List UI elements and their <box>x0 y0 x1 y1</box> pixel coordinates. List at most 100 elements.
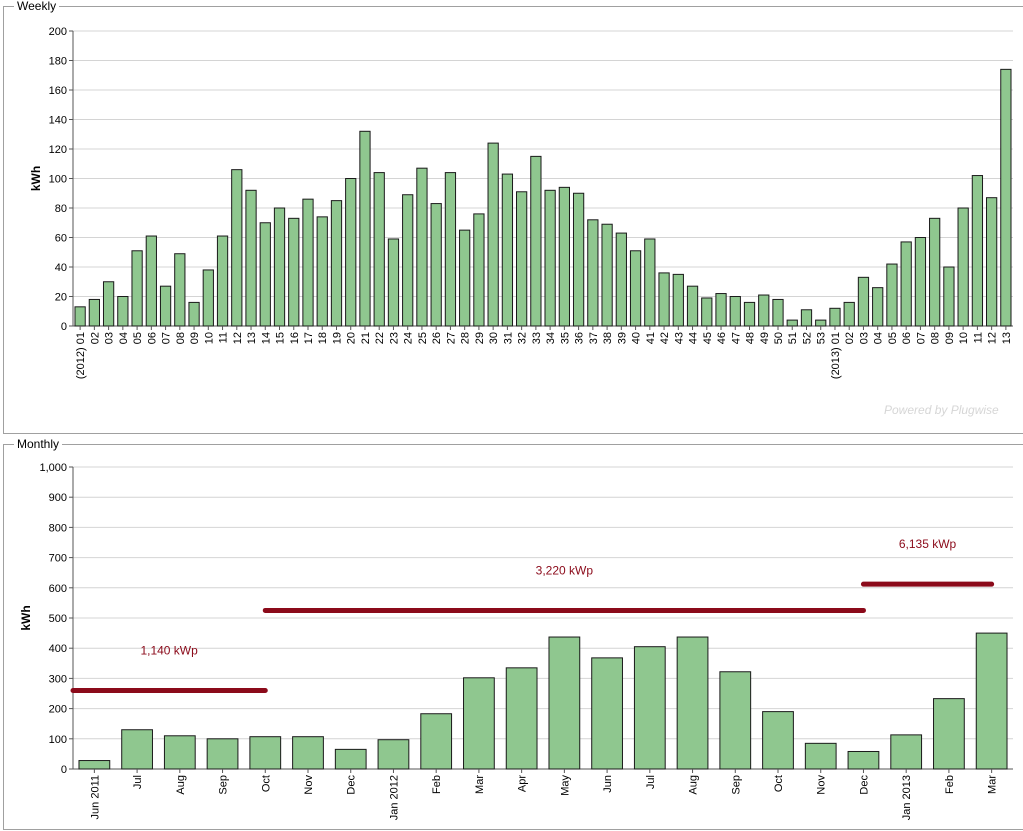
weekly-y-tick-label: 180 <box>49 56 67 68</box>
weekly-x-tick-label: 07 <box>161 332 173 344</box>
monthly-bar <box>420 713 453 770</box>
monthly-bar <box>463 677 495 770</box>
weekly-x-tick-label: 27 <box>445 332 457 344</box>
weekly-x-tick-label: 41 <box>645 332 657 344</box>
weekly-x-tick-label: 40 <box>631 332 643 344</box>
weekly-x-tick-label: 21 <box>360 332 372 344</box>
weekly-x-tick-label: 09 <box>189 332 201 344</box>
weekly-x-tick-label: 32 <box>517 332 529 344</box>
monthly-capacity-label: 6,135 kWp <box>899 537 957 551</box>
weekly-x-tick-label: 13 <box>246 332 258 344</box>
monthly-bar <box>847 750 880 770</box>
weekly-x-tick-label: 31 <box>502 332 514 344</box>
weekly-x-tick-label: 03 <box>858 332 870 344</box>
weekly-x-tick-label: 35 <box>559 332 571 344</box>
monthly-x-tick-label: Feb <box>944 775 956 794</box>
weekly-y-tick-label: 120 <box>49 144 67 156</box>
weekly-y-tick-label: 140 <box>49 115 67 127</box>
monthly-x-tick-label: Jun <box>602 775 614 793</box>
weekly-x-tick-label: 08 <box>930 332 942 344</box>
weekly-x-tick-label: 23 <box>388 332 400 344</box>
monthly-bar <box>890 734 923 770</box>
weekly-x-tick-label: 33 <box>531 332 543 344</box>
weekly-x-tick-label: 29 <box>474 332 486 344</box>
monthly-x-tick-label: Aug <box>688 775 700 795</box>
monthly-bar <box>762 711 794 770</box>
monthly-panel: Monthly <box>3 437 1023 830</box>
weekly-x-tick-label: 43 <box>673 332 685 344</box>
monthly-bar <box>633 646 666 770</box>
monthly-x-tick-label: Oct <box>260 775 272 792</box>
monthly-y-tick-label: 100 <box>49 734 67 746</box>
monthly-y-tick-label: 900 <box>49 492 67 504</box>
weekly-x-tick-label: 48 <box>745 332 757 344</box>
weekly-x-tick-label: 34 <box>545 332 557 344</box>
weekly-x-tick-label: 45 <box>702 332 714 344</box>
monthly-x-tick-label: Jun 2011 <box>89 775 101 819</box>
weekly-x-tick-label: 12 <box>987 332 999 344</box>
weekly-x-tick-label: 46 <box>716 332 728 344</box>
weekly-x-tick-label: 24 <box>403 332 415 344</box>
monthly-x-tick-label: Nov <box>303 775 315 795</box>
weekly-x-tick-label: 14 <box>260 332 272 344</box>
weekly-x-tick-label: (2013) 01 <box>830 332 842 379</box>
monthly-x-tick-label: Dec <box>858 775 870 795</box>
weekly-x-tick-label: 38 <box>602 332 614 344</box>
monthly-bar <box>933 698 965 770</box>
weekly-y-tick-label: 80 <box>55 203 67 215</box>
weekly-x-tick-label: (2012) 01 <box>75 332 87 379</box>
weekly-x-tick-label: 11 <box>972 332 984 343</box>
monthly-x-tick-label: Nov <box>816 775 828 795</box>
weekly-y-tick-label: 160 <box>49 85 67 97</box>
weekly-x-tick-label: 26 <box>431 332 443 344</box>
weekly-panel-title: Weekly <box>14 0 60 13</box>
monthly-bar <box>377 739 410 770</box>
weekly-x-tick-label: 06 <box>901 332 913 344</box>
weekly-x-tick-label: 19 <box>331 332 343 344</box>
monthly-x-tick-label: Feb <box>431 775 443 794</box>
monthly-panel-title: Monthly <box>14 437 63 451</box>
weekly-x-tick-label: 49 <box>759 332 771 344</box>
weekly-y-tick-label: 0 <box>61 321 67 333</box>
weekly-x-tick-label: 04 <box>873 332 885 344</box>
weekly-x-tick-label: 09 <box>944 332 956 344</box>
weekly-panel: Weekly <box>3 0 1023 434</box>
weekly-y-tick-label: 20 <box>55 292 67 304</box>
weekly-x-tick-label: 13 <box>1001 332 1013 344</box>
weekly-x-tick-label: 03 <box>104 332 116 344</box>
monthly-y-tick-label: 300 <box>49 673 67 685</box>
monthly-y-tick-label: 400 <box>49 643 67 655</box>
weekly-x-tick-label: 02 <box>89 332 101 344</box>
monthly-y-tick-label: 0 <box>61 764 67 776</box>
monthly-x-tick-label: Sep <box>730 775 742 795</box>
weekly-x-tick-label: 20 <box>346 332 358 344</box>
weekly-x-tick-label: 25 <box>417 332 429 344</box>
weekly-y-tick-label: 40 <box>55 262 67 274</box>
monthly-y-tick-label: 1,000 <box>39 462 67 474</box>
monthly-x-tick-label: Aug <box>175 775 187 795</box>
weekly-x-tick-label: 30 <box>488 332 500 344</box>
monthly-y-tick-label: 700 <box>49 553 67 565</box>
weekly-x-tick-label: 06 <box>146 332 158 344</box>
weekly-x-tick-label: 16 <box>289 332 301 344</box>
monthly-bar <box>121 729 153 770</box>
monthly-bar <box>975 632 1008 770</box>
monthly-y-axis-label: kWh <box>19 605 33 630</box>
monthly-bar <box>676 636 709 770</box>
weekly-x-tick-label: 10 <box>958 332 970 344</box>
weekly-x-tick-label: 42 <box>659 332 671 344</box>
weekly-x-tick-label: 50 <box>773 332 785 344</box>
monthly-x-tick-label: May <box>559 775 571 796</box>
weekly-x-tick-label: 53 <box>816 332 828 344</box>
weekly-x-tick-label: 51 <box>787 332 799 344</box>
monthly-bar <box>249 736 282 770</box>
weekly-x-tick-label: 39 <box>616 332 628 344</box>
weekly-x-tick-label: 18 <box>317 332 329 344</box>
weekly-x-tick-label: 10 <box>203 332 215 344</box>
monthly-x-tick-label: Jul <box>132 775 144 789</box>
weekly-x-tick-label: 15 <box>275 332 287 344</box>
monthly-bar <box>505 667 538 770</box>
monthly-y-tick-label: 800 <box>49 522 67 534</box>
monthly-x-tick-label: Jul <box>645 775 657 789</box>
